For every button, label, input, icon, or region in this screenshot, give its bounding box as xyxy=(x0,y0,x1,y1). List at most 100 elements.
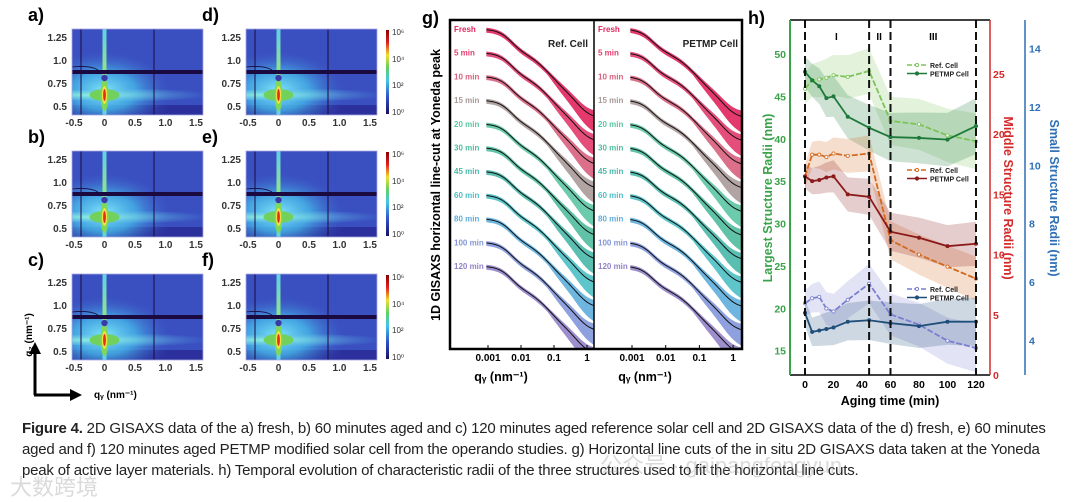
panel-label: g) xyxy=(422,8,439,28)
data-point xyxy=(845,192,850,197)
x-tick-label: 0 xyxy=(276,118,282,129)
x-tick-label: 0.001 xyxy=(475,353,500,364)
x-tick-label: 0 xyxy=(102,363,108,374)
data-point xyxy=(917,324,922,329)
beamstop-dot xyxy=(101,319,108,327)
caption-text: 2D GISAXS data of the a) fresh, b) 60 mi… xyxy=(22,420,1046,479)
panel-label: c) xyxy=(28,250,44,270)
middle-y-axis-label: Middle Structure Radii (nm) xyxy=(1001,116,1015,279)
fit-curve xyxy=(630,266,734,349)
small-y-tick-label: 8 xyxy=(1029,219,1035,231)
small-y-tick-label: 10 xyxy=(1029,160,1041,172)
series-label: 15 min xyxy=(598,96,623,105)
fit-curve xyxy=(630,195,742,283)
y-tick-label: 1.0 xyxy=(227,178,241,189)
confidence-band xyxy=(805,135,976,301)
panel-label: b) xyxy=(28,127,45,147)
y-tick-label: 1.0 xyxy=(53,301,67,312)
y-axis-label: 1D GISAXS horizontal line-cut at Yoneda … xyxy=(429,49,443,321)
data-points-band xyxy=(630,75,742,180)
x-tick-label: 1.0 xyxy=(333,363,347,374)
x-tick-label: 0.5 xyxy=(302,363,316,374)
series-label: Fresh xyxy=(454,25,476,34)
series-line xyxy=(804,282,977,349)
region-label: I xyxy=(835,32,838,43)
data-points-band xyxy=(486,217,594,322)
colorbar-tick-label: 10⁴ xyxy=(392,300,405,309)
heatmap-frame xyxy=(245,28,378,116)
plot-frame xyxy=(448,18,744,351)
beamstop-dot xyxy=(101,196,108,204)
x-axis-label: qᵧ (nm⁻¹) xyxy=(474,370,528,384)
left-y-tick-label: 40 xyxy=(774,134,786,146)
legend-label: PETMP Cell xyxy=(930,72,969,79)
data-points-band xyxy=(486,146,594,251)
x-tick-label: 100 xyxy=(939,379,957,391)
data-point xyxy=(817,177,822,182)
x-tick-label: -0.5 xyxy=(65,240,83,251)
legend-marker xyxy=(914,62,920,68)
y-tick-label: 1.25 xyxy=(48,155,68,166)
series-label: 10 min xyxy=(454,72,479,81)
series-label: 10 min xyxy=(598,72,623,81)
legend-marker xyxy=(914,286,920,292)
intensity-red xyxy=(277,211,280,223)
panel-label: h) xyxy=(748,8,765,28)
fit-curve xyxy=(486,147,594,236)
heatmap-image xyxy=(246,29,377,115)
left-y-tick-label: 45 xyxy=(774,91,786,103)
data-points-band xyxy=(486,75,594,180)
y-tick-label: 0.5 xyxy=(227,102,241,113)
fit-curve xyxy=(630,29,742,117)
region-label: III xyxy=(929,32,938,43)
data-points-band xyxy=(630,241,742,346)
yoneda-streak xyxy=(72,211,203,223)
x-tick-label: 1 xyxy=(584,353,590,364)
intensity-red xyxy=(277,334,280,346)
x-tick-label: 20 xyxy=(828,379,840,391)
y-tick-label: 1.0 xyxy=(227,56,241,67)
data-point xyxy=(824,96,829,101)
data-point xyxy=(824,327,829,332)
data-point xyxy=(945,244,950,249)
heatmap-image xyxy=(72,151,203,237)
x-tick-label: 1.5 xyxy=(363,363,377,374)
colorbar-tick-label: 10⁶ xyxy=(392,150,404,159)
data-point xyxy=(824,75,829,80)
beamstop-edge xyxy=(246,311,273,316)
x-tick-label: 0.1 xyxy=(692,353,706,364)
colorbar-tick-label: 10⁰ xyxy=(392,230,404,239)
figure-4: a)1.251.00.750.5-0.5 0 0.5 1.0 1.5b)1.251.00… xyxy=(24,5,1061,408)
colorbar-tick-label: 10⁶ xyxy=(392,28,404,37)
data-points-band xyxy=(486,51,594,156)
arrow-head-icon xyxy=(29,342,41,354)
yoneda-streak xyxy=(246,334,377,346)
subplot-title: PETMP Cell xyxy=(683,39,739,50)
data-point xyxy=(817,84,822,89)
small-y-tick-label: 6 xyxy=(1029,277,1035,289)
data-point xyxy=(817,152,822,157)
fit-curve xyxy=(630,76,742,165)
x-tick-label: 1.0 xyxy=(333,118,347,129)
y-tick-label: 0.75 xyxy=(222,324,242,335)
fit-curve xyxy=(486,124,594,212)
fit-curve xyxy=(486,100,594,188)
data-points-band xyxy=(486,169,594,274)
y-tick-label: 0.75 xyxy=(222,79,242,90)
caption-label: Figure 4. xyxy=(22,420,83,437)
data-point xyxy=(945,133,950,138)
data-point xyxy=(824,306,829,311)
x-tick-label: 40 xyxy=(856,379,868,391)
heatmap-frame xyxy=(71,150,204,238)
x-tick-label: 0 xyxy=(802,379,808,391)
data-point xyxy=(845,319,850,324)
figure-caption: Figure 4. 2D GISAXS data of the a) fresh… xyxy=(22,418,1067,481)
fit-curve xyxy=(630,148,742,236)
y-tick-label: 1.25 xyxy=(48,33,68,44)
legend-marker xyxy=(914,295,920,300)
colorbar-tick-label: 10⁶ xyxy=(392,273,404,282)
beamstop-edge xyxy=(246,66,273,71)
colorbar xyxy=(386,275,389,359)
legend-marker xyxy=(914,71,920,76)
data-points-band xyxy=(486,27,594,132)
